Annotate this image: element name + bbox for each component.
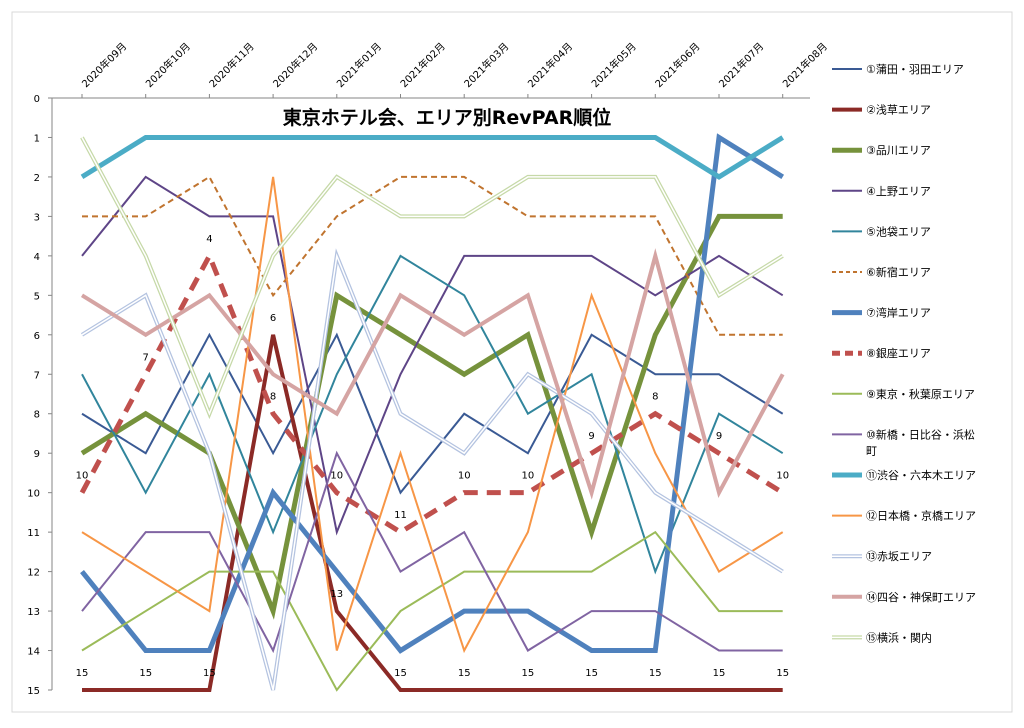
ginza-data-label: 4: [206, 234, 212, 245]
ginza-data-label: 9: [588, 431, 594, 442]
legend-item-5-label: ⑤池袋エリア: [866, 224, 931, 238]
asakusa-data-label: 15: [394, 668, 407, 679]
y-tick-label: 14: [27, 647, 40, 658]
series-2-line: [82, 334, 783, 692]
chart-title: 東京ホテル会、エリア別RevPAR順位: [283, 106, 611, 129]
ginza-data-label: 10: [76, 471, 89, 482]
asakusa-data-label: 15: [713, 668, 726, 679]
series-11-line: [80, 134, 785, 180]
y-tick-label: 4: [34, 252, 40, 263]
legend: ①蒲田・羽田エリア ②浅草エリア ③品川エリア ④上野エリア ⑤池袋エリア ⑥新宿エリア ⑦…: [832, 62, 976, 644]
asakusa-data-label: 15: [522, 668, 535, 679]
ginza-data-label: 10: [330, 471, 343, 482]
extra-data-label: 13: [330, 589, 343, 600]
asakusa-data-label: 15: [458, 668, 471, 679]
series-7-line: [80, 133, 785, 654]
y-tick-label: 15: [27, 686, 40, 697]
legend-item-10-label-cont: 町: [866, 444, 877, 457]
y-tick-label: 2: [34, 173, 40, 184]
legend-item-12-label: ⑫日本橋・京橋エリア: [866, 509, 976, 523]
y-tick-label: 0: [34, 94, 40, 105]
y-tick-label: 3: [34, 212, 40, 223]
series-1-line: [81, 332, 784, 495]
ginza-data-label: 11: [394, 510, 407, 521]
y-tick-label: 11: [27, 528, 40, 539]
asakusa-data-label: 15: [139, 668, 152, 679]
y-tick-label: 7: [34, 370, 40, 381]
ginza-data-label: 10: [522, 471, 535, 482]
legend-item-9-label: ⑨東京・秋葉原エリア: [866, 387, 975, 401]
legend-item-4-label: ④上野エリア: [866, 185, 931, 198]
legend-item-10-label: ⑩新橋・日比谷・浜松: [866, 427, 975, 441]
series-6-line: [82, 175, 783, 336]
ginza-data-label: 10: [458, 471, 471, 482]
legend-item-1-label: ①蒲田・羽田エリア: [866, 62, 964, 76]
asakusa-data-label: 15: [585, 668, 598, 679]
legend-item-11-label: ⑪渋谷・六本木エリア: [866, 468, 976, 482]
y-tick-label: 13: [27, 607, 40, 618]
extra-data-label: 6: [270, 313, 276, 324]
series-9-line: [81, 530, 783, 692]
y-tick-label: 9: [34, 449, 40, 460]
legend-item-7-label: ⑦湾岸エリア: [866, 306, 931, 320]
series-12-line: [81, 176, 784, 654]
asakusa-data-label: 15: [203, 668, 216, 679]
asakusa-data-label: 15: [76, 668, 89, 679]
ginza-data-label: 8: [652, 392, 658, 403]
legend-item-2-label: ②浅草エリア: [866, 104, 931, 117]
series-14-line: [80, 248, 785, 500]
series-13-line-inner: [81, 253, 784, 691]
legend-item-14-label: ⑭四谷・神保町エリア: [866, 590, 976, 604]
legend-item-6-label: ⑥新宿エリア: [866, 265, 931, 279]
legend-item-13-label: ⑬赤坂エリア: [866, 550, 932, 563]
y-tick-label: 6: [34, 331, 40, 342]
asakusa-data-label: 15: [649, 668, 662, 679]
y-tick-label: 1: [34, 133, 40, 144]
y-tick-label: 12: [27, 568, 40, 579]
asakusa-data-label: 15: [776, 668, 789, 679]
ginza-data-label: 8: [270, 392, 276, 403]
series-8-line: [79, 249, 785, 536]
legend-item-8-label: ⑧銀座エリア: [866, 346, 931, 360]
ginza-data-label: 10: [776, 471, 789, 482]
series-3-line: [80, 213, 783, 620]
legend-item-15-label: ⑮横浜・関内: [866, 630, 932, 644]
y-tick-label: 8: [34, 410, 40, 421]
legend-item-3-label: ③品川エリア: [866, 144, 931, 157]
y-tick-label: 5: [34, 291, 40, 302]
y-tick-label: 10: [27, 489, 40, 500]
ginza-data-label: 9: [716, 431, 722, 442]
series-15-line-inner: [81, 137, 784, 416]
ginza-data-label: 7: [143, 352, 149, 363]
